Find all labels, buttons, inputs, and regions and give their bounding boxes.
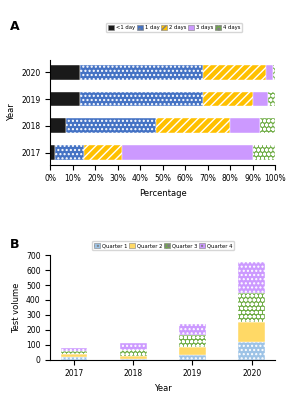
- Bar: [266, 65, 273, 80]
- Bar: [239, 322, 265, 342]
- X-axis label: Percentage: Percentage: [139, 189, 187, 198]
- Bar: [179, 324, 206, 335]
- Bar: [239, 293, 265, 322]
- Bar: [156, 118, 230, 133]
- Y-axis label: Year: Year: [7, 104, 16, 121]
- Bar: [50, 65, 80, 80]
- Bar: [203, 92, 253, 106]
- Bar: [55, 145, 84, 160]
- Bar: [230, 118, 260, 133]
- Bar: [120, 350, 146, 356]
- Bar: [50, 118, 66, 133]
- Bar: [66, 118, 156, 133]
- Legend: Quarter 1, Quarter 2, Quarter 3, Quarter 4: Quarter 1, Quarter 2, Quarter 3, Quarter…: [92, 241, 234, 250]
- Bar: [61, 354, 87, 357]
- Bar: [84, 145, 122, 160]
- Bar: [120, 356, 146, 359]
- Bar: [268, 92, 275, 106]
- Bar: [80, 92, 203, 106]
- Bar: [179, 347, 206, 355]
- Bar: [80, 65, 203, 80]
- X-axis label: Year: Year: [154, 384, 172, 393]
- Bar: [61, 357, 87, 360]
- Bar: [179, 355, 206, 360]
- Bar: [120, 342, 146, 350]
- Bar: [273, 65, 275, 80]
- Bar: [50, 145, 55, 160]
- Bar: [239, 342, 265, 360]
- Y-axis label: Test volume: Test volume: [11, 282, 21, 333]
- Bar: [260, 118, 275, 133]
- Bar: [179, 335, 206, 347]
- Bar: [203, 65, 266, 80]
- Bar: [61, 348, 87, 351]
- Bar: [61, 351, 87, 354]
- Text: A: A: [10, 20, 20, 33]
- Bar: [253, 92, 268, 106]
- Bar: [253, 145, 275, 160]
- Bar: [120, 359, 146, 360]
- Text: B: B: [10, 238, 20, 252]
- Bar: [50, 92, 80, 106]
- Bar: [239, 262, 265, 293]
- Legend: <1 day, 1 day, 2 days, 3 days, 4 days: <1 day, 1 day, 2 days, 3 days, 4 days: [106, 23, 242, 32]
- Bar: [122, 145, 253, 160]
